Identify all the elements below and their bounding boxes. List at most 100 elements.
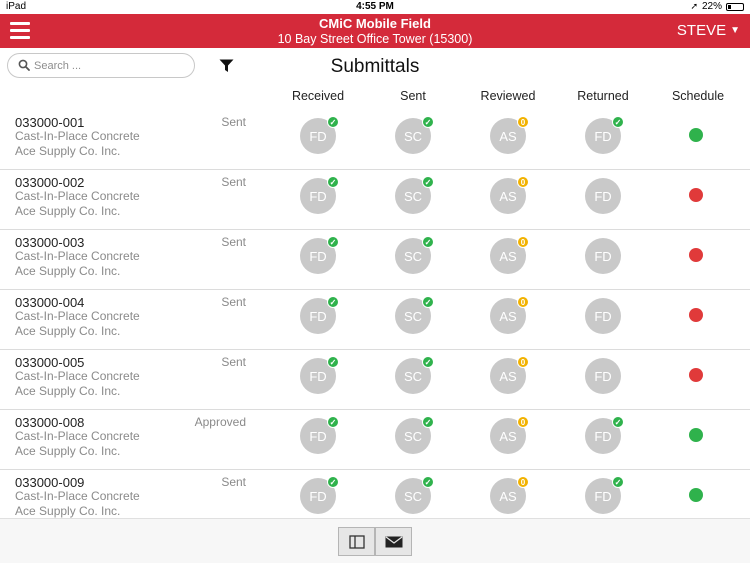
returned-avatar[interactable]: FD: [585, 298, 621, 334]
returned-avatar[interactable]: FD: [585, 178, 621, 214]
search-icon: [18, 59, 30, 71]
avatar-initials: FD: [594, 308, 612, 324]
reviewed-avatar[interactable]: AS 0: [490, 176, 529, 214]
submittal-status: Sent: [221, 235, 246, 249]
reviewed-avatar[interactable]: AS 0: [490, 296, 529, 334]
avatar-initials: FD: [309, 368, 327, 384]
schedule-status-dot: [689, 488, 703, 502]
sent-avatar[interactable]: SC ✓: [395, 176, 434, 214]
submittal-status: Approved: [194, 415, 246, 429]
count-badge: 0: [517, 116, 529, 128]
search-input[interactable]: Search ...: [7, 53, 195, 78]
avatar-initials: SC: [403, 248, 423, 264]
received-avatar[interactable]: FD ✓: [300, 416, 339, 454]
returned-avatar[interactable]: FD: [585, 358, 621, 394]
received-avatar[interactable]: FD ✓: [300, 356, 339, 394]
filter-icon[interactable]: [219, 59, 234, 73]
submittal-number: 033000-003: [15, 235, 85, 250]
reviewed-avatar[interactable]: AS 0: [490, 476, 529, 514]
submittal-vendor: Ace Supply Co. Inc.: [15, 504, 121, 518]
check-icon: ✓: [422, 416, 434, 428]
schedule-status-dot: [689, 128, 703, 142]
submittal-row[interactable]: 033000-009 Cast-In-Place Concrete Ace Supp…: [0, 470, 750, 518]
avatar-initials: FD: [594, 488, 612, 504]
submittal-row[interactable]: 033000-003 Cast-In-Place Concrete Ace Supp…: [0, 230, 750, 290]
avatar-initials: FD: [309, 248, 327, 264]
sent-avatar[interactable]: SC ✓: [395, 356, 434, 394]
received-avatar[interactable]: FD ✓: [300, 476, 339, 514]
returned-avatar[interactable]: FD ✓: [585, 416, 624, 454]
check-icon: ✓: [327, 116, 339, 128]
received-avatar[interactable]: FD ✓: [300, 296, 339, 334]
bottom-toolbar: [0, 518, 750, 563]
column-header-schedule[interactable]: Schedule: [671, 89, 725, 103]
submittal-number: 033000-009: [15, 475, 85, 490]
battery-percent: 22%: [701, 1, 722, 12]
schedule-status-dot: [689, 428, 703, 442]
check-icon: ✓: [327, 176, 339, 188]
sent-avatar[interactable]: SC ✓: [395, 416, 434, 454]
submittal-row[interactable]: 033000-001 Cast-In-Place Concrete Ace Supp…: [0, 110, 750, 170]
column-header-reviewed[interactable]: Reviewed: [480, 89, 536, 103]
avatar-initials: FD: [594, 428, 612, 444]
mail-button[interactable]: [375, 527, 412, 556]
column-header-sent[interactable]: Sent: [400, 89, 426, 103]
count-badge: 0: [517, 176, 529, 188]
battery-icon: [726, 2, 744, 11]
reviewed-avatar[interactable]: AS 0: [490, 356, 529, 394]
avatar-initials: SC: [403, 368, 423, 384]
received-avatar[interactable]: FD ✓: [300, 236, 339, 274]
check-icon: ✓: [612, 476, 624, 488]
count-badge: 0: [517, 236, 529, 248]
submittal-row[interactable]: 033000-005 Cast-In-Place Concrete Ace Supp…: [0, 350, 750, 410]
check-icon: ✓: [422, 176, 434, 188]
submittal-status: Sent: [221, 295, 246, 309]
submittal-vendor: Ace Supply Co. Inc.: [15, 384, 121, 398]
hamburger-menu-icon[interactable]: [10, 22, 30, 39]
avatar-initials: AS: [499, 248, 517, 264]
avatar-initials: SC: [403, 488, 423, 504]
submittals-list[interactable]: 033000-001 Cast-In-Place Concrete Ace Supp…: [0, 110, 750, 518]
check-icon: ✓: [422, 296, 434, 308]
reviewed-avatar[interactable]: AS 0: [490, 236, 529, 274]
count-badge: 0: [517, 356, 529, 368]
location-icon: ➚: [690, 1, 698, 11]
submittal-number: 033000-004: [15, 295, 85, 310]
column-header-returned[interactable]: Returned: [577, 89, 629, 103]
received-avatar[interactable]: FD ✓: [300, 176, 339, 214]
sent-avatar[interactable]: SC ✓: [395, 116, 434, 154]
avatar-initials: FD: [594, 368, 612, 384]
clock: 4:55 PM: [356, 1, 394, 12]
avatar-initials: SC: [403, 188, 423, 204]
submittal-number: 033000-001: [15, 115, 85, 130]
avatar-initials: FD: [594, 248, 612, 264]
count-badge: 0: [517, 416, 529, 428]
sent-avatar[interactable]: SC ✓: [395, 296, 434, 334]
caret-down-icon: ▼: [730, 25, 740, 36]
submittal-row[interactable]: 033000-004 Cast-In-Place Concrete Ace Supp…: [0, 290, 750, 350]
submittal-vendor: Ace Supply Co. Inc.: [15, 144, 121, 158]
returned-avatar[interactable]: FD: [585, 238, 621, 274]
check-icon: ✓: [327, 356, 339, 368]
carrier-label: iPad: [6, 1, 27, 12]
reviewed-avatar[interactable]: AS 0: [490, 416, 529, 454]
avatar-initials: FD: [309, 428, 327, 444]
reviewed-avatar[interactable]: AS 0: [490, 116, 529, 154]
split-view-button[interactable]: [338, 527, 375, 556]
project-name[interactable]: 10 Bay Street Office Tower (15300): [277, 32, 473, 46]
returned-avatar[interactable]: FD ✓: [585, 476, 624, 514]
submittal-row[interactable]: 033000-002 Cast-In-Place Concrete Ace Supp…: [0, 170, 750, 230]
submittal-row[interactable]: 033000-008 Cast-In-Place Concrete Ace Supp…: [0, 410, 750, 470]
submittal-vendor: Ace Supply Co. Inc.: [15, 444, 121, 458]
user-name: STEVE: [676, 22, 727, 39]
schedule-status-dot: [689, 368, 703, 382]
column-header-received[interactable]: Received: [291, 89, 345, 103]
mail-icon: [385, 536, 402, 547]
sent-avatar[interactable]: SC ✓: [395, 236, 434, 274]
check-icon: ✓: [422, 356, 434, 368]
sent-avatar[interactable]: SC ✓: [395, 476, 434, 514]
user-menu[interactable]: STEVE ▼: [677, 22, 740, 39]
app-title: CMiC Mobile Field: [319, 16, 431, 31]
returned-avatar[interactable]: FD ✓: [585, 116, 624, 154]
received-avatar[interactable]: FD ✓: [300, 116, 339, 154]
